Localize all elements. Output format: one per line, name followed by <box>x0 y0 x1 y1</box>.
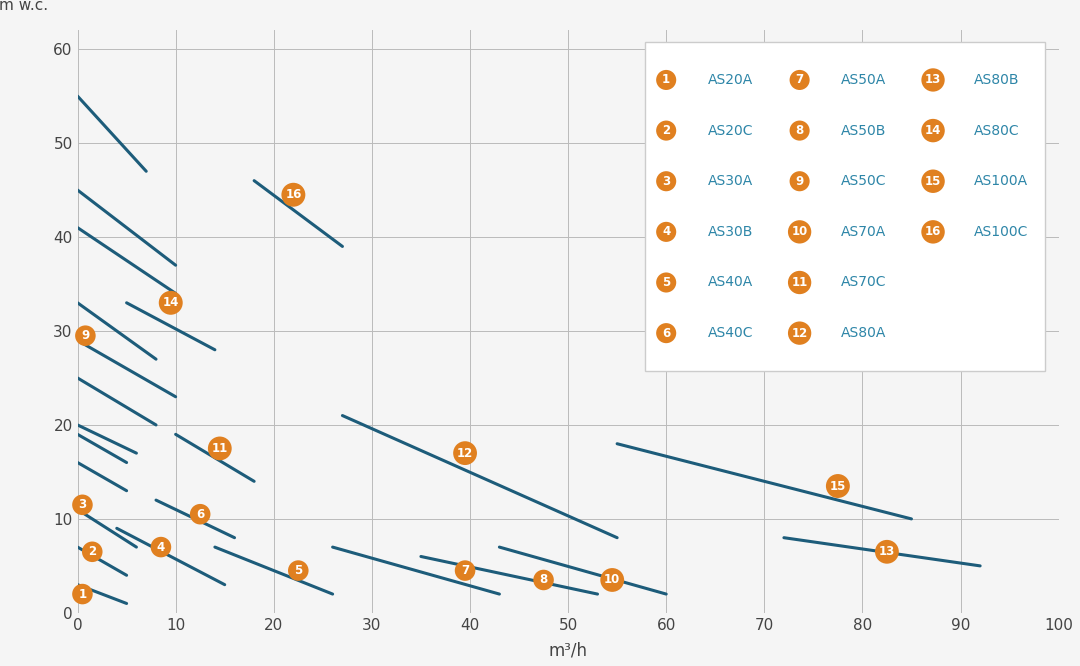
Text: 5: 5 <box>662 276 671 289</box>
Text: 11: 11 <box>212 442 228 455</box>
Text: 4: 4 <box>662 225 671 238</box>
Text: 16: 16 <box>924 225 942 238</box>
Text: AS70A: AS70A <box>841 225 886 239</box>
Text: 1: 1 <box>79 587 86 601</box>
Text: 7: 7 <box>796 73 804 87</box>
Text: AS50A: AS50A <box>841 73 886 87</box>
Text: 10: 10 <box>604 573 620 587</box>
Text: AS20C: AS20C <box>707 124 753 138</box>
Text: AS80C: AS80C <box>974 124 1020 138</box>
Text: AS80B: AS80B <box>974 73 1020 87</box>
Text: AS30B: AS30B <box>707 225 753 239</box>
Text: 14: 14 <box>163 296 179 309</box>
Text: 3: 3 <box>79 498 86 511</box>
Y-axis label: m w.c.: m w.c. <box>0 0 49 13</box>
Text: 6: 6 <box>197 507 204 521</box>
Text: 12: 12 <box>457 447 473 460</box>
Text: 9: 9 <box>81 329 90 342</box>
Text: 15: 15 <box>924 174 942 188</box>
Text: 14: 14 <box>924 124 942 137</box>
FancyBboxPatch shape <box>645 42 1044 371</box>
Text: 6: 6 <box>662 326 671 340</box>
Text: AS80A: AS80A <box>841 326 887 340</box>
Text: 8: 8 <box>539 573 548 587</box>
Text: 7: 7 <box>461 564 469 577</box>
Text: 3: 3 <box>662 174 671 188</box>
Text: 5: 5 <box>294 564 302 577</box>
Text: AS20A: AS20A <box>707 73 753 87</box>
Text: AS40A: AS40A <box>707 276 753 290</box>
Text: 13: 13 <box>924 73 941 87</box>
Text: 13: 13 <box>879 545 895 558</box>
Text: AS50C: AS50C <box>841 174 887 188</box>
Text: 1: 1 <box>662 73 671 87</box>
Text: AS100C: AS100C <box>974 225 1028 239</box>
Text: 2: 2 <box>662 124 671 137</box>
Text: 2: 2 <box>89 545 96 558</box>
Text: AS30A: AS30A <box>707 174 753 188</box>
Text: 8: 8 <box>796 124 804 137</box>
Text: AS50B: AS50B <box>841 124 887 138</box>
Text: AS70C: AS70C <box>841 276 887 290</box>
Text: 12: 12 <box>792 326 808 340</box>
X-axis label: m³/h: m³/h <box>549 641 588 659</box>
Text: 10: 10 <box>792 225 808 238</box>
Text: 16: 16 <box>285 188 301 201</box>
Text: 4: 4 <box>157 541 165 553</box>
Text: AS40C: AS40C <box>707 326 753 340</box>
Text: 9: 9 <box>796 174 804 188</box>
Text: AS100A: AS100A <box>974 174 1028 188</box>
Text: 11: 11 <box>792 276 808 289</box>
Text: 15: 15 <box>829 480 846 493</box>
